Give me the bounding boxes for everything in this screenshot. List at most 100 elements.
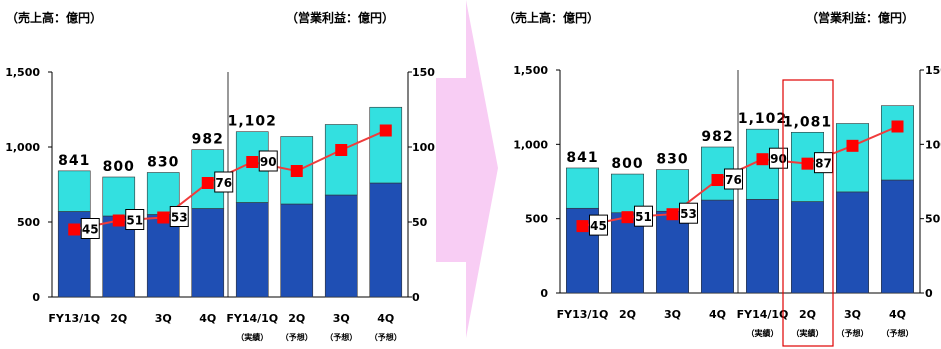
profit-marker (379, 124, 392, 137)
category-label: 2Q (288, 312, 305, 325)
category-label: 3Q (664, 308, 681, 321)
bar-bottom-segment (835, 191, 869, 294)
profit-marker (621, 211, 634, 224)
profit-label: 53 (171, 211, 188, 225)
profit-label-box (125, 209, 145, 230)
profit-label-box (80, 218, 100, 239)
category-label: FY13/1Q (48, 312, 100, 325)
profit-marker (201, 177, 214, 189)
right-tick-label: 0 (412, 291, 420, 304)
profit-label: 76 (215, 176, 232, 190)
category-sublabel: （実績） (236, 332, 268, 342)
right-tick-label: 150 (925, 64, 941, 77)
right-axis-unit: （営業利益：億円） (286, 10, 394, 25)
category-label: 4Q (889, 308, 906, 321)
sales-total-label: 800 (103, 159, 135, 175)
category-label: 3Q (333, 312, 350, 325)
category-label: FY13/1Q (557, 308, 609, 321)
profit-marker (112, 214, 125, 227)
category-label: FY14/1Q (226, 312, 278, 325)
bar-bottom-segment (880, 179, 914, 294)
sales-total-label: 1,102 (228, 114, 277, 130)
sales-total-label: 841 (566, 150, 598, 166)
bar-top-segment (565, 167, 599, 209)
category-label: 2Q (619, 308, 636, 321)
profit-marker (666, 208, 679, 221)
category-sublabel: （予想） (837, 328, 869, 338)
left-tick-label: 1,000 (513, 138, 548, 151)
bar-bottom-segment (745, 199, 779, 294)
profit-label: 51 (635, 210, 652, 224)
category-sublabel: （実績） (747, 328, 779, 338)
category-label: 2Q (110, 312, 127, 325)
right-tick-label: 100 (412, 141, 435, 154)
sales-total-label: 830 (147, 155, 179, 171)
bar-bottom-segment (280, 203, 314, 298)
left-tick-label: 500 (17, 216, 40, 229)
bar-top-segment (57, 170, 91, 212)
right-tick-label: 50 (925, 213, 941, 226)
profit-marker (157, 211, 170, 224)
profit-marker (846, 139, 859, 152)
category-label: 2Q (799, 308, 816, 321)
profit-label: 90 (770, 152, 787, 166)
bar-top-segment (324, 124, 358, 196)
bar-bottom-segment (790, 201, 824, 294)
profit-label-box (258, 150, 278, 172)
highlight-frame (782, 79, 834, 347)
sales-total-label: 1,102 (738, 111, 787, 127)
category-sublabel: （予想） (281, 332, 313, 342)
category-label: 4Q (709, 308, 726, 321)
profit-marker (576, 220, 589, 233)
bar-bottom-segment (655, 210, 689, 294)
profit-marker (801, 157, 814, 170)
bar-top-segment (880, 105, 914, 181)
left-axis-unit: （売上高：億円） (503, 10, 599, 25)
sales-total-label: 1,081 (783, 114, 832, 130)
left-tick-label: 1,000 (5, 141, 40, 154)
left-axis-unit: （売上高：億円） (6, 10, 102, 25)
sales-total-label: 982 (192, 132, 224, 148)
profit-marker (756, 153, 769, 166)
profit-label: 51 (126, 214, 143, 228)
profit-label-box (634, 205, 653, 227)
chart-before: （売上高：億円） （営業利益：億円） 0 500 1,000 1,500 0 50 100 1… (5, 10, 435, 342)
profit-marker (246, 156, 259, 168)
left-tick-label: 1,500 (513, 64, 548, 77)
left-tick-label: 1,500 (5, 66, 40, 79)
profit-marker (68, 223, 81, 236)
bar-top-segment (835, 123, 869, 193)
bar-top-segment (369, 106, 403, 184)
profit-label: 53 (680, 207, 697, 221)
profit-label: 76 (725, 173, 742, 187)
category-sublabel: （予想） (882, 328, 914, 338)
sales-total-label: 841 (58, 153, 90, 169)
bar-bottom-segment (235, 202, 269, 298)
bar-bottom-segment (324, 194, 358, 298)
profit-marker (335, 144, 348, 156)
right-axis-unit: （営業利益：億円） (806, 10, 914, 25)
sales-total-label: 830 (656, 152, 688, 168)
profit-marker (290, 165, 303, 177)
profit-label: 45 (82, 223, 99, 237)
category-sublabel: （予想） (370, 332, 402, 342)
category-label: 4Q (377, 312, 394, 325)
profit-label-box (724, 168, 743, 190)
profit-label-box (679, 202, 698, 224)
profit-label: 87 (815, 157, 832, 171)
bar-bottom-segment (700, 199, 734, 294)
left-tick-label: 500 (525, 213, 548, 226)
category-label: 4Q (199, 312, 216, 325)
category-sublabel: （予想） (325, 332, 357, 342)
profit-label: 90 (260, 155, 277, 169)
bar-bottom-segment (369, 182, 403, 298)
profit-label-box (214, 171, 234, 193)
bar-bottom-segment (191, 208, 225, 298)
profit-label: 45 (590, 219, 607, 233)
right-tick-label: 150 (412, 66, 435, 79)
category-label: 3Q (844, 308, 861, 321)
right-tick-label: 50 (412, 216, 428, 229)
chart-after: （売上高：億円） （営業利益：億円） 0 500 1,000 1,500 0 50 100 1… (503, 10, 941, 347)
left-tick-label: 0 (540, 287, 548, 300)
